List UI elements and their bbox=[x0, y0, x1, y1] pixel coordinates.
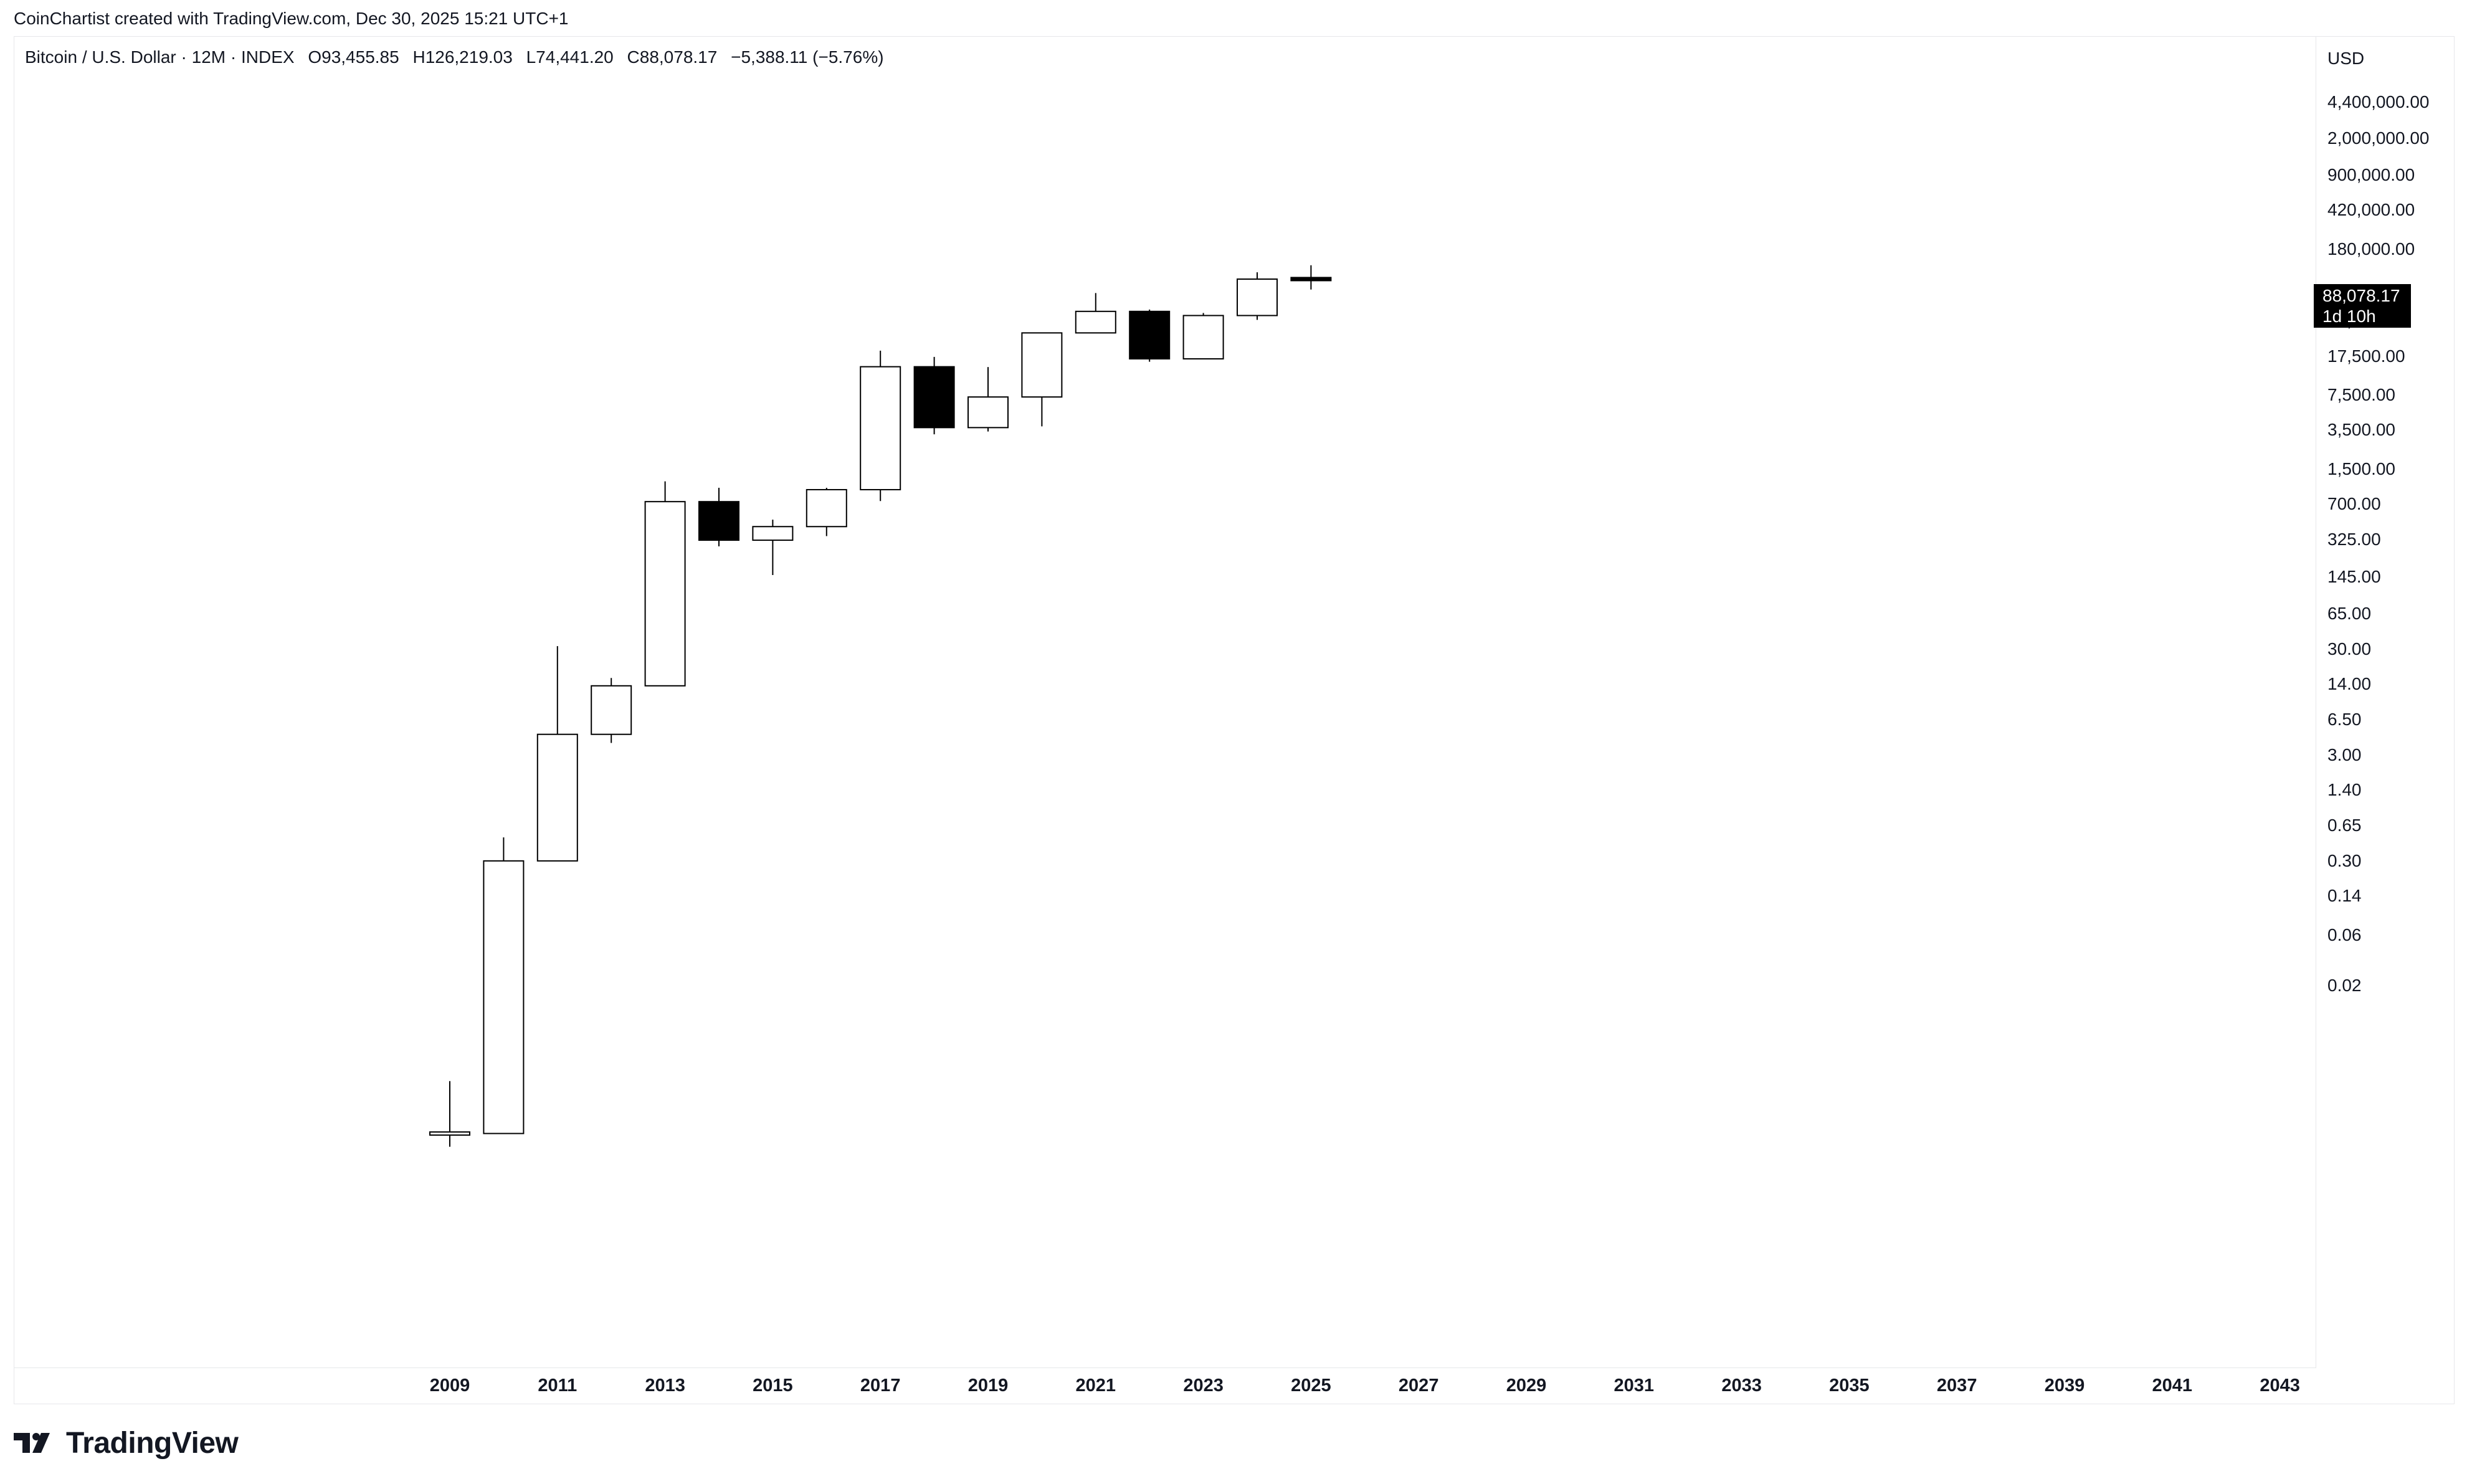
candle-body-2023 bbox=[1182, 315, 1224, 359]
year-tick-label: 2015 bbox=[753, 1376, 793, 1396]
price-tick-label: 30.00 bbox=[2327, 639, 2372, 659]
price-tick-label: 17,500.00 bbox=[2327, 346, 2405, 366]
candle-body-2024 bbox=[1237, 278, 1278, 316]
price-tick-label: 145.00 bbox=[2327, 566, 2381, 586]
year-tick-label: 2019 bbox=[967, 1376, 1009, 1396]
legend-close: C88,078.17 bbox=[627, 47, 718, 67]
candle-body-2009 bbox=[429, 1131, 470, 1136]
year-tick-label: 2009 bbox=[429, 1376, 470, 1396]
price-tick-label: 700.00 bbox=[2327, 494, 2381, 514]
chart-attribution: CoinChartist created with TradingView.co… bbox=[14, 9, 569, 28]
candle-countdown: 1d 10h bbox=[2322, 307, 2376, 326]
year-tick-label: 2025 bbox=[1291, 1376, 1331, 1396]
tradingview-logo[interactable]: TradingView bbox=[14, 1424, 239, 1462]
year-tick-label: 2035 bbox=[1829, 1376, 1870, 1396]
year-tick-label: 2011 bbox=[538, 1376, 578, 1396]
candle-body-2014 bbox=[698, 501, 739, 541]
price-tick-label: 0.65 bbox=[2327, 815, 2362, 835]
candle-body-2019 bbox=[967, 396, 1009, 429]
candle-body-2013 bbox=[644, 501, 686, 687]
legend-open: O93,455.85 bbox=[308, 47, 399, 67]
candle-body-2010 bbox=[483, 860, 525, 1134]
price-tick-label: 420,000.00 bbox=[2327, 200, 2415, 219]
price-tick-label: 65.00 bbox=[2327, 603, 2372, 623]
price-tick-label: 0.30 bbox=[2327, 850, 2362, 870]
tradingview-logo-icon bbox=[14, 1433, 50, 1453]
price-tick-label: 2,000,000.00 bbox=[2327, 128, 2430, 148]
price-tick-label: 6.50 bbox=[2327, 709, 2362, 729]
candle-body-2020 bbox=[1021, 332, 1063, 398]
last-price-value: 88,078.17 bbox=[2322, 286, 2400, 305]
price-tick-label: 325.00 bbox=[2327, 529, 2381, 549]
price-tick-label: 0.14 bbox=[2327, 886, 2362, 906]
candle-body-2015 bbox=[752, 526, 794, 541]
price-tick-label: 900,000.00 bbox=[2327, 164, 2415, 184]
price-tick-label: 3.00 bbox=[2327, 744, 2362, 764]
year-tick-label: 2013 bbox=[645, 1376, 685, 1396]
year-tick-label: 2041 bbox=[2152, 1376, 2193, 1396]
chart-frame bbox=[14, 36, 2455, 1404]
price-tick-label: 14.00 bbox=[2327, 674, 2372, 694]
year-tick-label: 2043 bbox=[2260, 1376, 2300, 1396]
candle-body-2016 bbox=[806, 488, 847, 528]
price-tick-label: 4,400,000.00 bbox=[2327, 92, 2430, 112]
price-tick-label: 7,500.00 bbox=[2327, 385, 2395, 405]
year-tick-label: 2021 bbox=[1075, 1376, 1116, 1396]
year-tick-label: 2023 bbox=[1183, 1376, 1224, 1396]
legend-high: H126,219.03 bbox=[412, 47, 513, 67]
legend-change: −5,388.11 (−5.76%) bbox=[731, 47, 884, 67]
candle-body-2022 bbox=[1129, 310, 1171, 359]
year-tick-label: 2017 bbox=[860, 1376, 901, 1396]
tradingview-logo-text: TradingView bbox=[66, 1426, 239, 1460]
year-tick-label: 2027 bbox=[1398, 1376, 1439, 1396]
price-tick-label: 0.02 bbox=[2327, 975, 2362, 995]
candle-body-2012 bbox=[591, 685, 632, 735]
year-tick-label: 2033 bbox=[1721, 1376, 1762, 1396]
currency-label[interactable]: USD bbox=[2327, 49, 2365, 68]
year-tick-label: 2031 bbox=[1614, 1376, 1655, 1396]
candle-body-2011 bbox=[536, 733, 578, 862]
year-tick-label: 2037 bbox=[1936, 1376, 1977, 1396]
year-tick-label: 2029 bbox=[1506, 1376, 1547, 1396]
candle-body-2017 bbox=[860, 366, 901, 490]
price-tick-label: 1,500.00 bbox=[2327, 459, 2395, 479]
candle-body-2018 bbox=[913, 366, 955, 429]
last-price-badge: 88,078.17 1d 10h bbox=[2314, 284, 2411, 328]
legend-low: L74,441.20 bbox=[526, 47, 614, 67]
legend-symbol[interactable]: Bitcoin / U.S. Dollar · 12M · INDEX bbox=[25, 47, 295, 67]
price-tick-label: 3,500.00 bbox=[2327, 420, 2395, 440]
candle-body-2025 bbox=[1290, 277, 1332, 282]
plot-area[interactable] bbox=[14, 36, 2316, 1368]
price-tick-label: 0.06 bbox=[2327, 925, 2362, 944]
year-tick-label: 2039 bbox=[2044, 1376, 2085, 1396]
price-tick-label: 1.40 bbox=[2327, 780, 2362, 800]
candle-body-2021 bbox=[1075, 310, 1116, 334]
symbol-legend: Bitcoin / U.S. Dollar · 12M · INDEX O93,… bbox=[25, 47, 893, 67]
price-tick-label: 180,000.00 bbox=[2327, 239, 2415, 259]
